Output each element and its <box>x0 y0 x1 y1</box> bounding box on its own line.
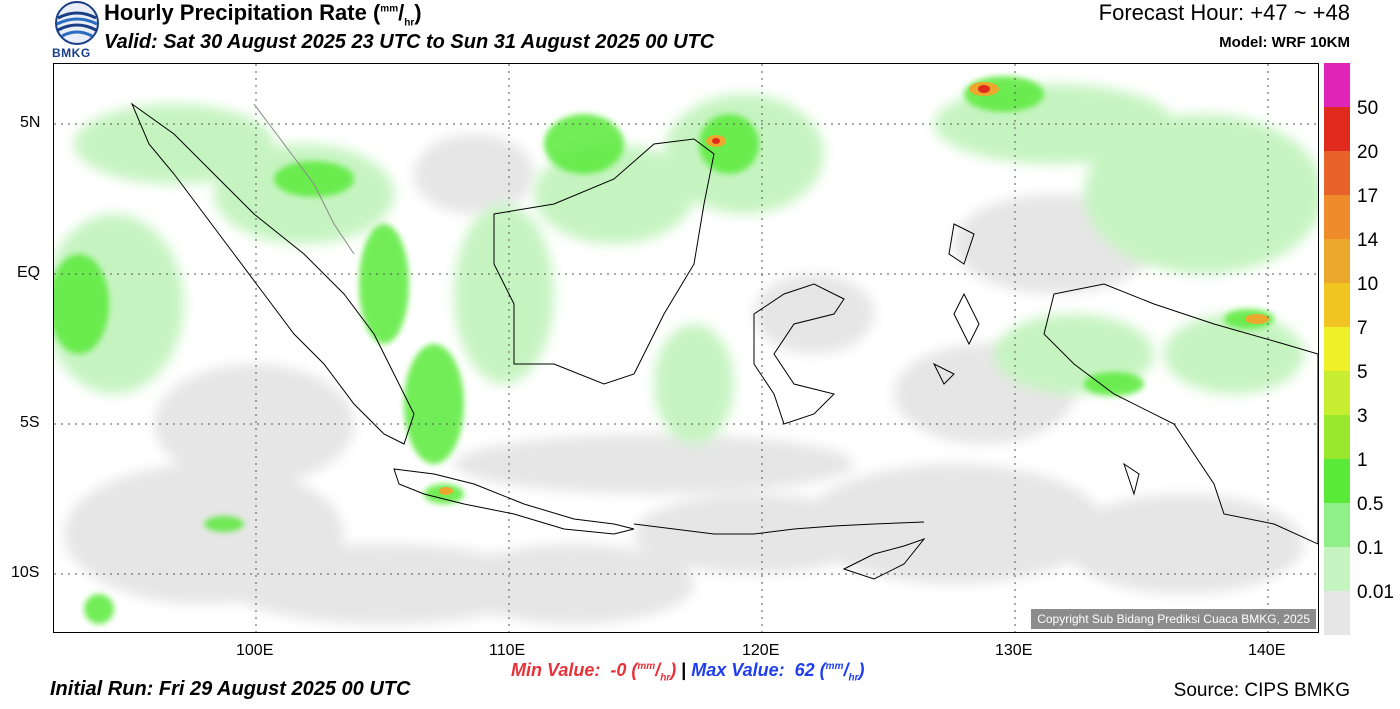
heavy-rain-cells <box>439 82 1269 495</box>
colorbar-label: 20 <box>1357 142 1379 163</box>
colorbar-label: 3 <box>1357 406 1368 427</box>
lon-label-100e: 100E <box>236 642 274 659</box>
colorbar-segment <box>1324 151 1350 195</box>
colorbar-segment <box>1324 459 1350 503</box>
colorbar-label: 0.1 <box>1357 538 1384 559</box>
grid-lines <box>54 64 1318 632</box>
title-text: Hourly Precipitation Rate <box>104 0 367 25</box>
min-value-group: Min Value: -0 (mm/hr) <box>511 660 682 684</box>
colorbar-label: 14 <box>1357 230 1379 251</box>
colorbar-segment <box>1324 547 1350 591</box>
colorbar-segment <box>1324 239 1350 283</box>
papua-outline <box>1043 283 1318 545</box>
colorbar-label: 1 <box>1357 450 1368 471</box>
max-unit-num: mm <box>825 661 844 672</box>
model-name: Model: WRF 10KM <box>1219 34 1350 51</box>
colorbar-segment <box>1324 371 1350 415</box>
lon-label-110e: 110E <box>489 642 526 659</box>
colorbar-segment <box>1324 415 1350 459</box>
unit-numerator: mm <box>380 3 399 15</box>
min-max-separator: | <box>681 660 687 680</box>
light-rain-layer <box>54 84 1318 444</box>
min-unit-den: hr <box>660 672 671 684</box>
coastlines <box>130 102 1318 580</box>
lat-label-10s: 10S <box>11 564 40 581</box>
sumatra-outline <box>130 102 415 445</box>
copyright-notice: Copyright Sub Bidang Prediksi Cuaca BMKG… <box>1031 609 1316 629</box>
borneo-outline <box>493 138 715 385</box>
logo-label: BMKG <box>52 46 91 60</box>
chart-title: Hourly Precipitation Rate (mm/hr) <box>104 0 422 29</box>
lon-label-120e: 120E <box>742 642 780 659</box>
colorbar-label: 10 <box>1357 274 1379 295</box>
moderate-rain-layer <box>54 76 1274 624</box>
initial-run: Initial Run: Fri 29 August 2025 00 UTC <box>50 678 411 700</box>
colorbar-label: 5 <box>1357 362 1368 383</box>
bmkg-logo <box>52 0 102 60</box>
lat-label-5n: 5N <box>20 114 41 131</box>
colorbar-label: 0.01 <box>1357 582 1394 603</box>
min-unit-num: mm <box>637 661 656 672</box>
lat-label-eq: EQ <box>17 264 41 281</box>
map-svg <box>54 64 1318 632</box>
colorbar-segment <box>1324 283 1350 327</box>
min-max-values: Min Value: -0 (mm/hr) | Max Value: 62 (m… <box>511 660 864 684</box>
min-label: Min Value: <box>511 660 601 680</box>
lat-label-5s: 5S <box>20 414 40 431</box>
lon-label-130e: 130E <box>995 642 1033 659</box>
colorbar-label: 7 <box>1357 318 1368 339</box>
unit-denominator: hr <box>404 17 415 29</box>
colorbar-segment <box>1324 63 1350 107</box>
trace-rain-layer <box>64 134 1304 624</box>
colorbar-label: 0.5 <box>1357 494 1384 515</box>
max-value: 62 <box>794 660 815 680</box>
colorbar-label: 50 <box>1357 98 1379 119</box>
colorbar-segment <box>1324 195 1350 239</box>
colorbar <box>1324 63 1350 635</box>
min-value: -0 <box>610 660 627 680</box>
colorbar-segment <box>1324 503 1350 547</box>
lon-label-140e: 140E <box>1248 642 1286 659</box>
colorbar-segment <box>1324 591 1350 635</box>
max-label: Max Value: <box>691 660 785 680</box>
java-outline <box>393 468 635 535</box>
forecast-hour: Forecast Hour: +47 ~ +48 <box>1098 0 1350 25</box>
colorbar-segment <box>1324 327 1350 371</box>
max-value-group: Max Value: 62 (mm/hr) <box>691 660 865 684</box>
colorbar-label: 17 <box>1357 186 1379 207</box>
sulawesi-outline <box>753 283 845 425</box>
colorbar-segment <box>1324 107 1350 151</box>
max-unit-den: hr <box>848 672 859 684</box>
source-label: Source: CIPS BMKG <box>1173 680 1350 701</box>
valid-time: Valid: Sat 30 August 2025 23 UTC to Sun … <box>104 31 715 53</box>
precipitation-map <box>53 63 1319 633</box>
